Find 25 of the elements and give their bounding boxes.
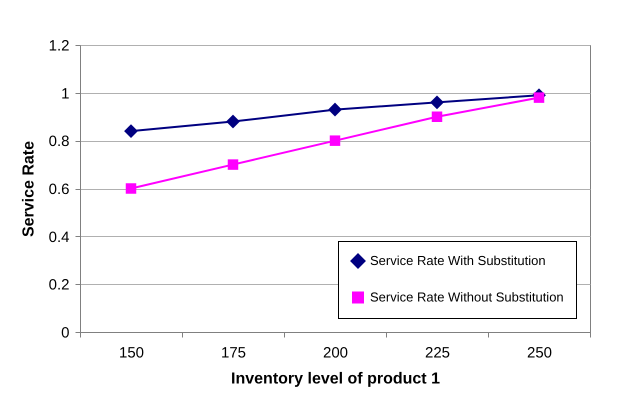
y-tick-label: 1 <box>61 85 70 102</box>
legend-label: Service Rate Without Substitution <box>370 290 564 304</box>
x-tick-label: 175 <box>220 344 246 362</box>
point <box>228 159 238 170</box>
y-tick-label: 0.4 <box>48 228 70 246</box>
point <box>126 183 136 194</box>
x-tick-label: 225 <box>424 344 450 362</box>
point <box>328 102 342 116</box>
x-tick-label: 250 <box>526 344 552 362</box>
y-tick-label: 0.8 <box>48 133 70 150</box>
y-tick-label: 0.6 <box>48 181 70 198</box>
point <box>124 124 138 138</box>
y-tick-label: 1.2 <box>48 38 70 54</box>
y-tick-label: 0.2 <box>48 276 70 294</box>
y-axis-title: Service Rate <box>20 140 38 238</box>
y-tick-label: 0 <box>61 324 70 342</box>
point <box>226 114 240 128</box>
point <box>430 96 444 110</box>
x-tick-label: 200 <box>322 344 348 362</box>
point <box>432 112 442 122</box>
legend-label: Service Rate With Substitution <box>370 253 546 268</box>
x-tick-label: 150 <box>118 344 144 362</box>
point <box>534 92 544 103</box>
x-axis-title: Inventory level of product 1 <box>231 370 440 388</box>
point <box>330 135 340 146</box>
